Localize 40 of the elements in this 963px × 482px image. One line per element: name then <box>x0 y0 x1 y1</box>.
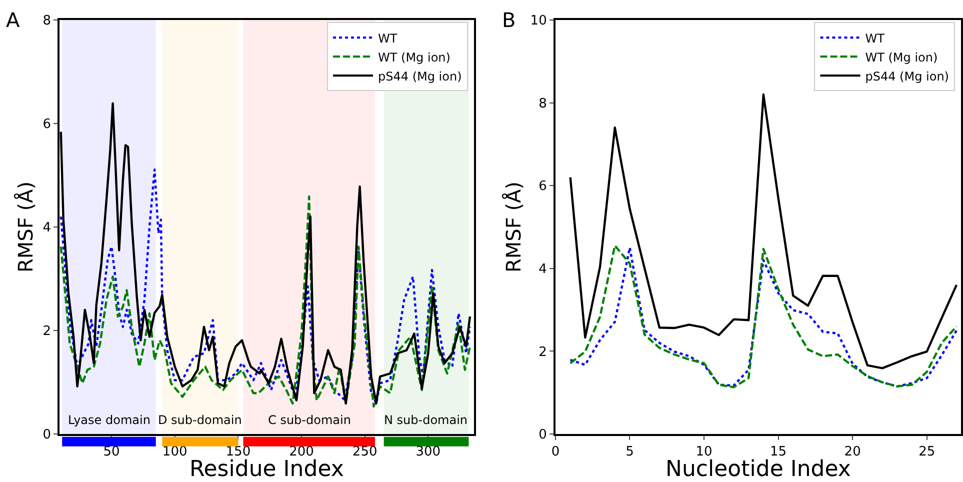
x-axis-title: Nucleotide Index <box>666 457 851 482</box>
y-tick-label: 6 <box>42 117 51 132</box>
x-tick-label: 250 <box>352 444 378 460</box>
legend-label: WT <box>865 31 886 46</box>
legend-label: WT (Mg ion) <box>378 50 450 64</box>
x-tick-label: 300 <box>416 444 441 460</box>
y-tick-label: 4 <box>538 262 547 277</box>
legend-label: pS44 (Mg ion) <box>865 69 949 84</box>
y-tick-label: 2 <box>538 344 547 360</box>
x-tick-label: 100 <box>162 444 188 460</box>
band-label: C sub-domain <box>268 413 351 427</box>
band-label: D sub-domain <box>158 413 242 427</box>
x-tick-label: 10 <box>696 444 712 460</box>
y-tick-label: 0 <box>538 428 547 443</box>
band-label: N sub-domain <box>384 413 468 427</box>
legend-label: WT (Mg ion) <box>865 50 938 64</box>
y-axis-title: RMSF (Å) <box>501 182 526 272</box>
y-tick-label: 8 <box>538 96 547 112</box>
chart-title: B <box>502 8 516 32</box>
line-series <box>569 93 958 370</box>
y-axis-title: RMSF (Å) <box>14 182 38 272</box>
x-tick-label: 5 <box>626 444 634 460</box>
legend-label: pS44 (Mg ion) <box>378 69 462 84</box>
chart-title: A <box>6 8 20 32</box>
x-tick-label: 50 <box>103 444 120 460</box>
y-tick-label: 0 <box>42 428 51 443</box>
y-tick-label: 6 <box>538 179 547 194</box>
legend-label: WT <box>378 31 398 46</box>
y-tick-label: 4 <box>42 220 51 236</box>
x-tick-label: 0 <box>551 444 560 460</box>
y-tick-label: 2 <box>42 324 51 340</box>
x-tick-label: 200 <box>289 444 314 460</box>
x-tick-label: 20 <box>844 444 861 460</box>
x-tick-label: 15 <box>770 444 787 460</box>
y-tick-label: 10 <box>530 14 547 29</box>
band-label: Lyase domain <box>68 413 150 427</box>
x-tick-label: 25 <box>918 444 936 460</box>
x-tick-label: 150 <box>226 444 251 460</box>
y-tick-label: 8 <box>42 14 51 29</box>
x-axis-title: Residue Index <box>189 457 344 482</box>
